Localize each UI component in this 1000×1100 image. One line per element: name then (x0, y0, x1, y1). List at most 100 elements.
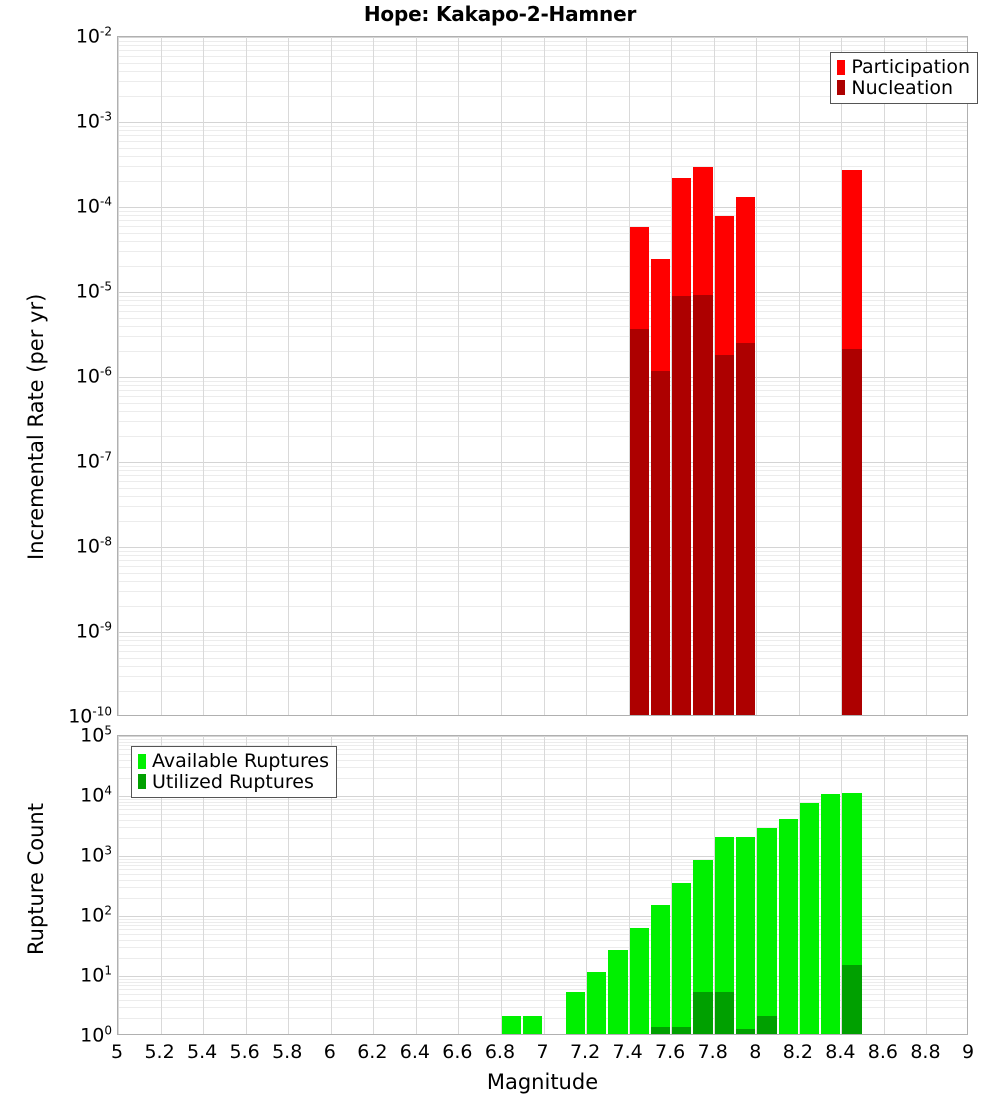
gridline-major (118, 462, 967, 463)
gridline-minor (118, 310, 967, 312)
gridline-vertical (415, 736, 417, 1034)
bar-utilized-ruptures (693, 992, 713, 1034)
gridline-minor (118, 266, 967, 268)
gridline-minor (118, 691, 967, 693)
gridline-vertical (330, 37, 332, 715)
gridline-minor (118, 410, 967, 412)
y-tick-label: 10-6 (75, 364, 112, 388)
y-tick-label: 101 (80, 963, 112, 987)
legend-label: Available Ruptures (152, 750, 329, 772)
bar-nucleation (735, 342, 756, 715)
gridline-vertical (883, 37, 885, 715)
gridline-vertical (373, 736, 375, 1034)
bar-available-ruptures (565, 992, 586, 1034)
gridline-minor (118, 140, 967, 142)
x-tick-label: 6.6 (442, 1041, 473, 1063)
legend-swatch-icon (138, 753, 146, 769)
x-axis-title: Magnitude (486, 1070, 599, 1094)
gridline-major (118, 736, 967, 737)
y-tick-label: 10-9 (75, 619, 112, 643)
top-plot-area (117, 36, 968, 716)
gridline-vertical (245, 37, 247, 715)
bar-nucleation (842, 349, 862, 715)
gridline-major (118, 122, 967, 123)
y-tick-label: 10-5 (75, 279, 112, 303)
x-tick-label: 8 (749, 1041, 762, 1063)
bar-available-ruptures (693, 860, 713, 1034)
gridline-minor (118, 506, 967, 508)
bottom-y-tick-labels: 105 104 103 102 101 100 (0, 0, 112, 1100)
bar-available-ruptures (587, 971, 607, 1034)
gridline-major (118, 632, 967, 633)
gridline-vertical (118, 736, 119, 1034)
gridline-minor (118, 225, 967, 227)
y-tick-label: 103 (80, 843, 112, 867)
bar-utilized-ruptures (650, 1027, 671, 1034)
gridline-major (118, 377, 967, 378)
gridline-minor (118, 166, 967, 168)
gridline-major (118, 292, 967, 293)
bar-utilized-ruptures (714, 992, 734, 1034)
gridline-minor (118, 215, 967, 217)
legend-swatch-icon (837, 59, 846, 75)
gridline-minor (118, 40, 967, 42)
x-tick-label: 6.8 (484, 1041, 516, 1063)
bar-available-ruptures (629, 928, 649, 1034)
x-tick-label: 8.8 (910, 1041, 941, 1063)
y-tick-label: 10-2 (75, 24, 112, 48)
bottom-plot-area: Available Ruptures Utilized Ruptures (117, 735, 968, 1035)
gridline-minor (118, 220, 967, 222)
legend-item: Participation (837, 57, 970, 78)
gridline-minor (118, 395, 967, 397)
bar-available-ruptures (757, 828, 777, 1034)
x-tick-label: 7.2 (569, 1041, 601, 1063)
gridline-major (118, 547, 967, 548)
x-tick-label: 9 (961, 1041, 975, 1063)
bar-available-ruptures (650, 905, 671, 1034)
gridline-minor (118, 560, 967, 562)
x-tick-label: 5.4 (186, 1041, 218, 1063)
gridline-minor (118, 251, 967, 253)
gridline-vertical (203, 37, 205, 715)
x-tick-label: 8.2 (782, 1041, 813, 1063)
gridline-vertical (160, 37, 162, 715)
gridline-vertical (926, 37, 928, 715)
gridline-minor (118, 591, 967, 593)
gridline-vertical (500, 37, 502, 715)
gridline-vertical (798, 37, 800, 715)
gridline-minor (118, 436, 967, 438)
y-tick-label: 102 (80, 903, 112, 927)
bar-available-ruptures (501, 1015, 522, 1034)
gridline-vertical (458, 736, 460, 1034)
gridline-minor (118, 50, 967, 52)
gridline-minor (118, 325, 967, 327)
gridline-minor (118, 741, 967, 743)
bar-available-ruptures (672, 882, 692, 1034)
gridline-minor (118, 300, 967, 302)
gridline-minor (118, 385, 967, 387)
gridline-minor (118, 380, 967, 382)
gridline-minor (118, 640, 967, 642)
bar-available-ruptures (714, 837, 734, 1034)
gridline-minor (118, 665, 967, 667)
top-y-tick-labels: 10-2 10-3 10-4 10-5 10-6 10-7 10-8 10-9 10-10 (0, 0, 112, 1100)
y-tick-label: 10-3 (75, 109, 112, 133)
gridline-minor (118, 676, 967, 678)
gridline-minor (118, 565, 967, 567)
bottom-y-axis-title: Rupture Count (24, 803, 48, 955)
x-tick-label: 7 (536, 1041, 549, 1063)
bar-available-ruptures (608, 950, 628, 1034)
bar-available-ruptures (799, 803, 820, 1034)
gridline-minor (118, 147, 967, 149)
gridline-vertical (288, 37, 290, 715)
bar-utilized-ruptures (735, 1029, 756, 1034)
gridline-vertical (373, 37, 375, 715)
gridline-minor (118, 336, 967, 338)
gridline-vertical (458, 37, 460, 715)
gridline-minor (118, 645, 967, 647)
gridline-minor (118, 606, 967, 608)
y-tick-label: 10-10 (68, 704, 112, 728)
bar-utilized-ruptures (672, 1027, 692, 1034)
y-tick-label: 10-8 (75, 534, 112, 558)
